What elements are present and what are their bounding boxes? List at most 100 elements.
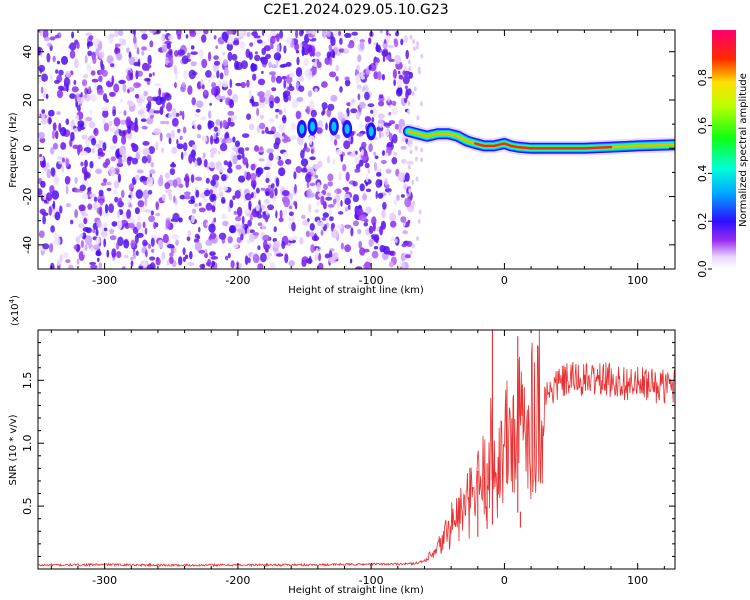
noise-speckle — [298, 85, 305, 92]
noise-speckle — [38, 131, 45, 139]
noise-speckle — [85, 116, 93, 122]
noise-speckle — [230, 260, 235, 269]
noise-speckle — [72, 144, 80, 150]
noise-speckle — [321, 111, 325, 116]
noise-speckle — [195, 30, 202, 35]
noise-speckle — [98, 140, 104, 145]
noise-speckle — [291, 122, 296, 131]
noise-speckle — [253, 190, 257, 199]
noise-speckle — [134, 174, 140, 181]
noise-speckle — [189, 251, 193, 260]
noise-speckle — [121, 266, 126, 269]
noise-speckle — [282, 209, 288, 216]
noise-speckle — [394, 123, 400, 130]
snr-line — [38, 330, 675, 568]
noise-speckle — [284, 253, 289, 264]
noise-speckle — [266, 148, 274, 154]
noise-speckle — [363, 248, 370, 253]
noise-speckle — [142, 221, 146, 229]
noise-speckle — [85, 235, 93, 246]
noise-speckle — [347, 43, 355, 49]
noise-speckle — [261, 30, 265, 36]
noise-speckle — [151, 249, 155, 253]
noise-speckle — [219, 98, 223, 103]
noise-speckle — [409, 139, 413, 145]
chart-title: C2E1.2024.029.05.10.G23 — [263, 2, 448, 18]
noise-speckle — [101, 106, 110, 112]
noise-speckle — [237, 227, 246, 238]
noise-speckle — [364, 178, 372, 185]
noise-speckle — [247, 219, 252, 227]
noise-speckle — [231, 114, 238, 120]
noise-speckle — [77, 223, 85, 229]
noise-speckle — [159, 120, 167, 125]
snr-plot-area — [38, 330, 675, 569]
noise-speckle — [190, 195, 195, 203]
noise-speckle — [229, 78, 233, 89]
noise-speckle — [42, 215, 46, 225]
noise-speckle — [176, 71, 179, 75]
noise-speckle — [352, 150, 356, 154]
noise-speckle — [165, 120, 170, 125]
noise-speckle — [315, 247, 319, 257]
noise-speckle — [190, 215, 195, 224]
noise-speckle — [353, 220, 359, 227]
noise-speckle — [182, 81, 186, 88]
noise-speckle — [85, 227, 93, 234]
noise-speckle — [381, 150, 386, 156]
noise-speckle — [50, 72, 53, 82]
noise-speckle — [65, 158, 70, 168]
noise-speckle — [334, 134, 341, 140]
noise-speckle — [135, 250, 139, 256]
noise-speckle — [253, 35, 261, 39]
noise-speckle — [83, 119, 88, 128]
noise-speckle — [355, 112, 361, 120]
snr-x-label: Height of straight line (km) — [288, 585, 424, 596]
noise-speckle — [295, 30, 299, 39]
noise-speckle — [373, 246, 379, 250]
noise-speckle — [359, 124, 363, 128]
noise-speckle — [82, 193, 89, 200]
noise-speckle — [303, 57, 310, 66]
noise-speckle — [146, 264, 154, 269]
noise-speckle — [76, 104, 81, 112]
noise-speckle — [349, 153, 357, 157]
signal-red-core — [473, 142, 613, 150]
noise-speckle — [252, 253, 260, 264]
noise-speckle — [221, 213, 227, 220]
noise-speckle — [177, 49, 185, 56]
noise-speckle — [136, 47, 140, 55]
noise-speckle — [260, 252, 267, 263]
noise-speckle — [379, 30, 383, 34]
noise-speckle — [295, 67, 303, 77]
noise-speckle — [353, 181, 358, 187]
noise-speckle — [166, 42, 171, 50]
noise-speckle — [378, 100, 385, 107]
noise-speckle — [83, 217, 88, 225]
noise-speckle — [374, 57, 380, 64]
noise-speckle — [257, 245, 261, 251]
noise-speckle — [187, 230, 192, 237]
noise-speckle — [384, 188, 392, 193]
noise-speckle — [106, 187, 112, 192]
noise-speckle — [331, 229, 339, 239]
noise-speckle — [240, 60, 248, 69]
noise-speckle — [320, 195, 325, 206]
noise-speckle — [121, 135, 127, 145]
noise-speckle — [377, 192, 384, 199]
snr-x-tick-label: 0 — [501, 574, 508, 587]
noise-speckle — [377, 117, 384, 128]
noise-speckle — [353, 37, 359, 42]
noise-speckle — [141, 155, 148, 164]
snr-x-tick-label: -300 — [92, 574, 117, 587]
noise-speckle — [283, 94, 289, 103]
noise-speckle — [301, 46, 305, 57]
noise-speckle — [320, 229, 324, 236]
noise-speckle — [74, 58, 79, 69]
noise-speckle — [124, 254, 129, 259]
noise-speckle — [349, 258, 353, 264]
noise-speckle — [333, 251, 339, 260]
noise-speckle — [127, 89, 130, 94]
noise-speckle — [398, 74, 403, 80]
noise-speckle — [150, 161, 154, 168]
